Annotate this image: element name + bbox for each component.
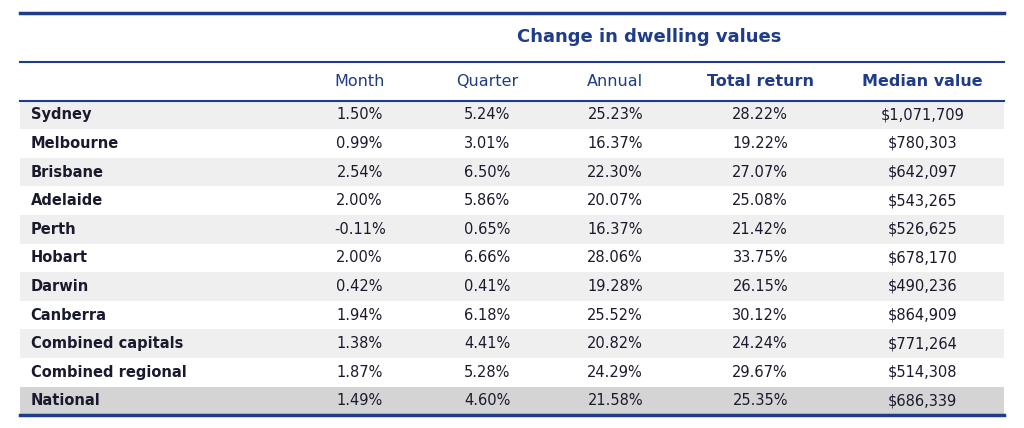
- Text: 4.60%: 4.60%: [464, 393, 511, 408]
- Text: 30.12%: 30.12%: [732, 308, 788, 323]
- Text: 28.22%: 28.22%: [732, 107, 788, 122]
- Text: Median value: Median value: [862, 74, 983, 89]
- Text: 0.99%: 0.99%: [337, 136, 383, 151]
- Text: Sydney: Sydney: [31, 107, 91, 122]
- Text: 27.07%: 27.07%: [732, 165, 788, 180]
- Text: 5.28%: 5.28%: [464, 365, 511, 380]
- Text: 19.28%: 19.28%: [588, 279, 643, 294]
- Text: 0.41%: 0.41%: [464, 279, 511, 294]
- Text: 22.30%: 22.30%: [588, 165, 643, 180]
- Text: Total return: Total return: [707, 74, 814, 89]
- Text: 2.54%: 2.54%: [337, 165, 383, 180]
- Text: 6.50%: 6.50%: [464, 165, 511, 180]
- Text: 24.29%: 24.29%: [588, 365, 643, 380]
- Text: Change in dwelling values: Change in dwelling values: [517, 28, 781, 47]
- Text: 6.66%: 6.66%: [464, 250, 511, 265]
- Text: 1.94%: 1.94%: [337, 308, 383, 323]
- Text: 5.86%: 5.86%: [464, 193, 511, 208]
- Text: 6.18%: 6.18%: [464, 308, 511, 323]
- Text: 1.87%: 1.87%: [337, 365, 383, 380]
- Text: $771,264: $771,264: [888, 336, 957, 351]
- Text: Hobart: Hobart: [31, 250, 88, 265]
- Text: Quarter: Quarter: [457, 74, 518, 89]
- Text: Adelaide: Adelaide: [31, 193, 103, 208]
- Text: 0.65%: 0.65%: [464, 222, 511, 237]
- Text: Combined capitals: Combined capitals: [31, 336, 183, 351]
- Text: $642,097: $642,097: [888, 165, 957, 180]
- Text: 24.24%: 24.24%: [732, 336, 788, 351]
- Text: 28.06%: 28.06%: [588, 250, 643, 265]
- Text: 16.37%: 16.37%: [588, 222, 643, 237]
- Text: 29.67%: 29.67%: [732, 365, 788, 380]
- Text: 21.58%: 21.58%: [588, 393, 643, 408]
- Text: 33.75%: 33.75%: [732, 250, 787, 265]
- Text: 1.49%: 1.49%: [337, 393, 383, 408]
- Text: 2.00%: 2.00%: [336, 193, 383, 208]
- Text: 25.52%: 25.52%: [588, 308, 643, 323]
- Text: $526,625: $526,625: [888, 222, 957, 237]
- Text: $864,909: $864,909: [888, 308, 957, 323]
- Text: $678,170: $678,170: [888, 250, 957, 265]
- Text: 16.37%: 16.37%: [588, 136, 643, 151]
- Text: 1.38%: 1.38%: [337, 336, 383, 351]
- Text: -0.11%: -0.11%: [334, 222, 385, 237]
- Text: National: National: [31, 393, 100, 408]
- Text: 19.22%: 19.22%: [732, 136, 788, 151]
- Text: Annual: Annual: [587, 74, 643, 89]
- Text: 25.23%: 25.23%: [588, 107, 643, 122]
- Text: Combined regional: Combined regional: [31, 365, 186, 380]
- Text: Brisbane: Brisbane: [31, 165, 103, 180]
- Text: Month: Month: [335, 74, 385, 89]
- Text: Darwin: Darwin: [31, 279, 89, 294]
- Text: 2.00%: 2.00%: [336, 250, 383, 265]
- Text: 1.50%: 1.50%: [337, 107, 383, 122]
- Text: $514,308: $514,308: [888, 365, 957, 380]
- Text: 3.01%: 3.01%: [464, 136, 511, 151]
- Text: 25.35%: 25.35%: [732, 393, 787, 408]
- Text: 5.24%: 5.24%: [464, 107, 511, 122]
- Text: 26.15%: 26.15%: [732, 279, 788, 294]
- Text: $490,236: $490,236: [888, 279, 957, 294]
- Text: 0.42%: 0.42%: [336, 279, 383, 294]
- Text: 21.42%: 21.42%: [732, 222, 788, 237]
- Text: $780,303: $780,303: [888, 136, 957, 151]
- Text: 20.07%: 20.07%: [587, 193, 643, 208]
- Text: 20.82%: 20.82%: [588, 336, 643, 351]
- Text: $543,265: $543,265: [888, 193, 957, 208]
- Text: $1,071,709: $1,071,709: [881, 107, 965, 122]
- Text: 4.41%: 4.41%: [464, 336, 511, 351]
- Text: 25.08%: 25.08%: [732, 193, 788, 208]
- Text: Perth: Perth: [31, 222, 77, 237]
- Text: Melbourne: Melbourne: [31, 136, 119, 151]
- Text: Canberra: Canberra: [31, 308, 106, 323]
- Text: $686,339: $686,339: [888, 393, 957, 408]
